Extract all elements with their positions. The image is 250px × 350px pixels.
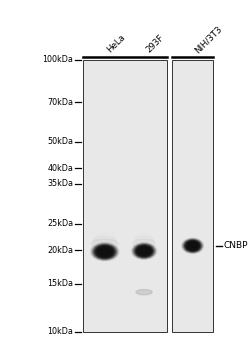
Ellipse shape <box>186 241 200 251</box>
Ellipse shape <box>186 241 199 250</box>
Ellipse shape <box>183 239 202 252</box>
Ellipse shape <box>138 247 150 255</box>
Ellipse shape <box>132 243 156 259</box>
Text: 40kDa: 40kDa <box>48 164 73 173</box>
Ellipse shape <box>94 245 116 259</box>
Ellipse shape <box>186 241 199 251</box>
Ellipse shape <box>189 243 196 248</box>
Ellipse shape <box>97 247 113 257</box>
Ellipse shape <box>93 244 117 259</box>
Ellipse shape <box>133 244 155 259</box>
Ellipse shape <box>140 248 148 254</box>
Ellipse shape <box>96 246 114 258</box>
Ellipse shape <box>185 240 200 251</box>
Ellipse shape <box>135 245 153 257</box>
Ellipse shape <box>100 249 109 255</box>
Ellipse shape <box>94 245 115 258</box>
Ellipse shape <box>138 247 151 256</box>
Text: HeLa: HeLa <box>105 33 126 55</box>
Text: 25kDa: 25kDa <box>47 219 73 228</box>
Ellipse shape <box>91 243 119 261</box>
Ellipse shape <box>187 242 198 250</box>
Text: CNBP: CNBP <box>224 241 248 250</box>
Ellipse shape <box>92 243 118 260</box>
Ellipse shape <box>134 244 154 258</box>
Ellipse shape <box>189 243 196 248</box>
Ellipse shape <box>188 242 198 250</box>
Text: 293F: 293F <box>144 33 166 55</box>
Ellipse shape <box>184 240 201 252</box>
Text: 20kDa: 20kDa <box>47 245 73 254</box>
Ellipse shape <box>136 246 152 256</box>
Ellipse shape <box>93 244 116 259</box>
Ellipse shape <box>184 240 202 252</box>
Ellipse shape <box>182 239 203 253</box>
Ellipse shape <box>134 245 154 258</box>
Ellipse shape <box>95 246 114 258</box>
Ellipse shape <box>188 243 197 249</box>
Ellipse shape <box>185 240 200 251</box>
Text: 50kDa: 50kDa <box>47 137 73 146</box>
Text: NIH/3T3: NIH/3T3 <box>193 24 224 55</box>
Text: 100kDa: 100kDa <box>42 55 73 64</box>
Ellipse shape <box>97 247 112 257</box>
Ellipse shape <box>182 238 203 253</box>
Ellipse shape <box>134 244 155 258</box>
Text: 70kDa: 70kDa <box>47 98 73 107</box>
Text: 10kDa: 10kDa <box>48 327 73 336</box>
Ellipse shape <box>98 248 111 256</box>
Ellipse shape <box>138 247 150 255</box>
Ellipse shape <box>136 289 152 295</box>
Ellipse shape <box>139 248 149 254</box>
Ellipse shape <box>96 246 113 257</box>
Text: 15kDa: 15kDa <box>47 280 73 288</box>
Ellipse shape <box>98 247 112 256</box>
Text: 35kDa: 35kDa <box>47 180 73 188</box>
Ellipse shape <box>100 248 110 255</box>
Ellipse shape <box>140 248 148 254</box>
Ellipse shape <box>136 246 152 257</box>
Ellipse shape <box>132 243 156 259</box>
Ellipse shape <box>92 244 118 260</box>
Ellipse shape <box>183 239 203 253</box>
Ellipse shape <box>188 243 198 249</box>
Ellipse shape <box>137 246 151 256</box>
Ellipse shape <box>99 248 110 255</box>
Ellipse shape <box>136 245 153 257</box>
Bar <box>83 60 167 332</box>
Bar <box>172 60 213 332</box>
